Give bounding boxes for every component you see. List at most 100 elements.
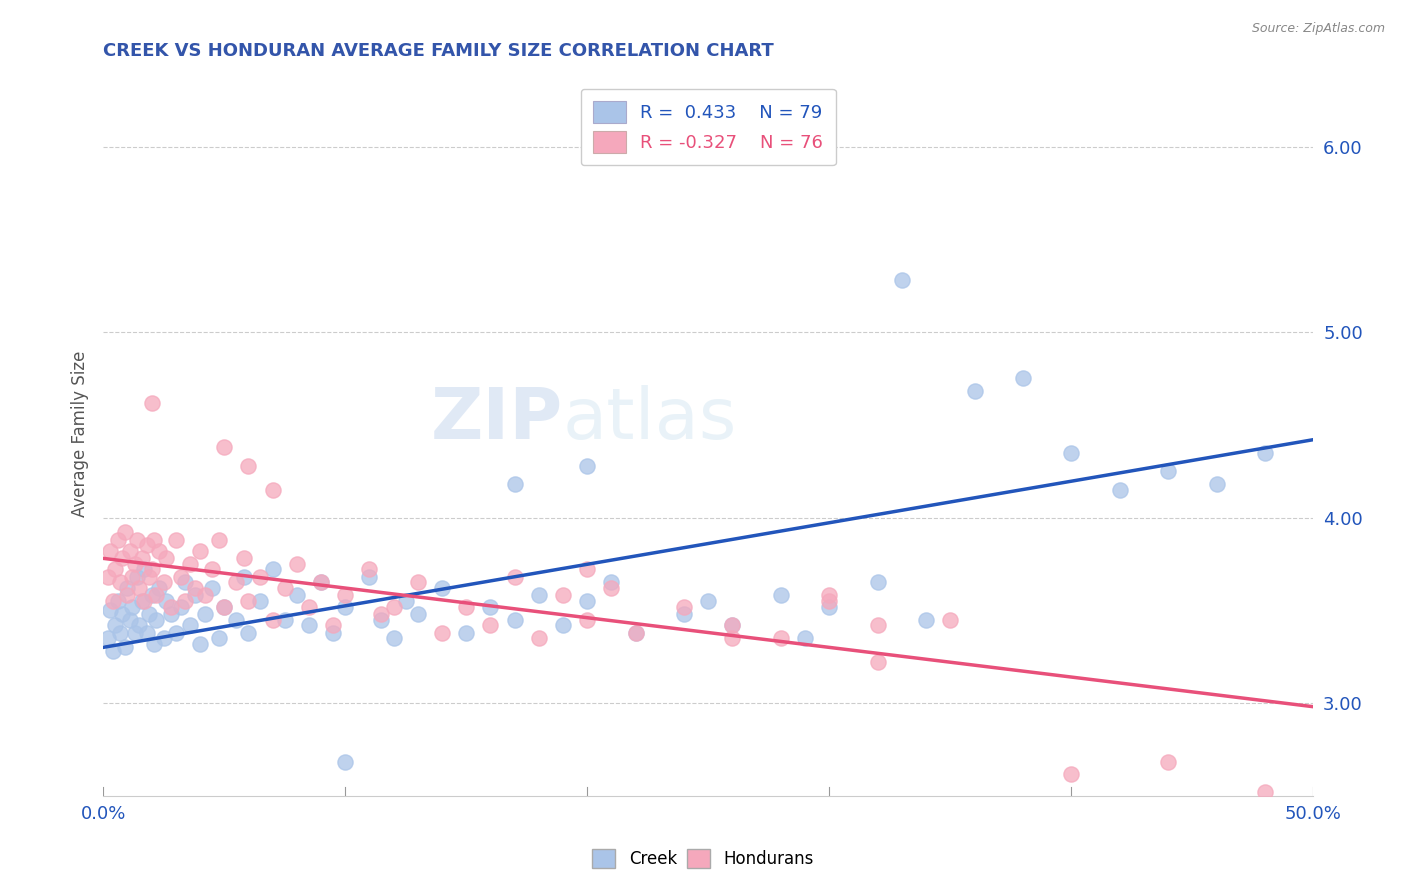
Point	[322, 618, 344, 632]
Point	[262, 483, 284, 497]
Point	[890, 273, 912, 287]
Text: ZIP: ZIP	[430, 385, 562, 454]
Point	[143, 533, 166, 547]
Point	[673, 599, 696, 614]
Point	[285, 589, 308, 603]
Point	[285, 557, 308, 571]
Point	[322, 625, 344, 640]
Point	[309, 575, 332, 590]
Legend: Creek, Hondurans: Creek, Hondurans	[585, 843, 821, 875]
Point	[208, 631, 231, 645]
Point	[160, 607, 183, 621]
Point	[479, 618, 502, 632]
Point	[152, 575, 174, 590]
Point	[212, 599, 235, 614]
Point	[208, 533, 231, 547]
Point	[576, 613, 599, 627]
Point	[456, 599, 478, 614]
Point	[600, 575, 623, 590]
Point	[1157, 464, 1180, 478]
Point	[118, 544, 141, 558]
Point	[165, 533, 187, 547]
Point	[201, 581, 224, 595]
Point	[225, 613, 247, 627]
Point	[624, 625, 647, 640]
Point	[212, 440, 235, 454]
Point	[188, 544, 211, 558]
Text: atlas: atlas	[562, 385, 737, 454]
Point	[160, 599, 183, 614]
Point	[104, 562, 127, 576]
Point	[430, 625, 453, 640]
Point	[225, 575, 247, 590]
Point	[503, 477, 526, 491]
Point	[111, 607, 134, 621]
Point	[479, 599, 502, 614]
Legend: R =  0.433    N = 79, R = -0.327    N = 76: R = 0.433 N = 79, R = -0.327 N = 76	[581, 88, 835, 165]
Point	[249, 570, 271, 584]
Point	[1060, 445, 1083, 459]
Point	[169, 570, 191, 584]
Point	[135, 625, 157, 640]
Point	[232, 551, 254, 566]
Point	[1254, 785, 1277, 799]
Point	[194, 589, 217, 603]
Point	[97, 570, 120, 584]
Point	[128, 618, 150, 632]
Point	[721, 618, 744, 632]
Point	[794, 631, 817, 645]
Point	[174, 575, 197, 590]
Point	[866, 575, 889, 590]
Point	[111, 551, 134, 566]
Point	[108, 625, 131, 640]
Point	[262, 562, 284, 576]
Point	[124, 557, 146, 571]
Text: CREEK VS HONDURAN AVERAGE FAMILY SIZE CORRELATION CHART: CREEK VS HONDURAN AVERAGE FAMILY SIZE CO…	[103, 42, 773, 60]
Point	[104, 618, 127, 632]
Text: Source: ZipAtlas.com: Source: ZipAtlas.com	[1251, 22, 1385, 36]
Point	[107, 533, 129, 547]
Point	[179, 618, 201, 632]
Point	[866, 618, 889, 632]
Point	[963, 384, 986, 399]
Point	[395, 594, 418, 608]
Point	[238, 625, 260, 640]
Point	[141, 589, 163, 603]
Point	[101, 644, 124, 658]
Point	[121, 570, 143, 584]
Point	[107, 594, 129, 608]
Point	[145, 613, 167, 627]
Point	[125, 533, 148, 547]
Point	[624, 625, 647, 640]
Point	[769, 589, 792, 603]
Point	[100, 544, 122, 558]
Point	[212, 599, 235, 614]
Point	[155, 551, 177, 566]
Point	[818, 599, 841, 614]
Point	[382, 631, 405, 645]
Point	[128, 581, 150, 595]
Point	[194, 607, 217, 621]
Point	[138, 570, 160, 584]
Point	[818, 589, 841, 603]
Point	[359, 570, 381, 584]
Point	[576, 562, 599, 576]
Point	[179, 557, 201, 571]
Point	[298, 618, 321, 632]
Point	[1205, 477, 1227, 491]
Point	[152, 631, 174, 645]
Point	[915, 613, 938, 627]
Point	[135, 538, 157, 552]
Point	[335, 599, 357, 614]
Point	[370, 607, 392, 621]
Point	[148, 581, 170, 595]
Point	[238, 458, 260, 473]
Point	[600, 581, 623, 595]
Point	[201, 562, 224, 576]
Point	[121, 599, 143, 614]
Point	[169, 599, 191, 614]
Point	[370, 613, 392, 627]
Point	[335, 756, 357, 770]
Point	[576, 458, 599, 473]
Point	[503, 613, 526, 627]
